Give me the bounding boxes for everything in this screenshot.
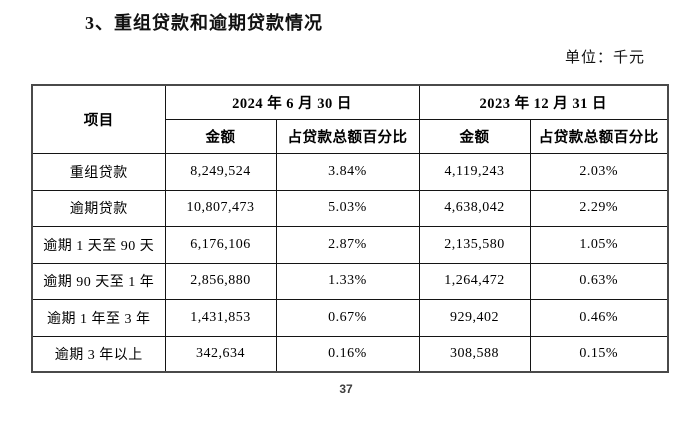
header-period-2023: 2023 年 12 月 31 日	[418, 84, 669, 120]
row-percent-2023: 2.03%	[529, 152, 669, 191]
row-percent-2023: 0.63%	[529, 262, 669, 300]
row-percent-2024: 2.87%	[275, 225, 420, 264]
row-item-label: 逾期 1 年至 3 年	[31, 298, 166, 337]
table-row: 逾期 1 年至 3 年 1,431,853 0.67% 929,402 0.46…	[31, 298, 669, 337]
row-item-label: 重组贷款	[31, 152, 166, 191]
row-percent-2023: 2.29%	[529, 189, 669, 227]
table-header-row-periods: 项目 2024 年 6 月 30 日 2023 年 12 月 31 日	[31, 84, 669, 154]
unit-label: 单位：千元	[564, 50, 645, 66]
loans-table: 项目 2024 年 6 月 30 日 2023 年 12 月 31 日 金额 占…	[31, 84, 669, 373]
table-row: 重组贷款 8,249,524 3.84% 4,119,243 2.03%	[31, 152, 669, 191]
row-item-label: 逾期 1 天至 90 天	[31, 225, 166, 264]
row-amount-2024: 1,431,853	[164, 298, 277, 337]
section-title: 3、重组贷款和逾期贷款情况	[85, 13, 323, 33]
row-percent-2023: 0.46%	[529, 298, 669, 337]
row-percent-2024: 3.84%	[275, 152, 420, 191]
row-percent-2023: 1.05%	[529, 225, 669, 264]
row-amount-2024: 6,176,106	[164, 225, 277, 264]
row-item-label: 逾期 3 年以上	[31, 335, 166, 373]
table-row: 逾期贷款 10,807,473 5.03% 4,638,042 2.29%	[31, 189, 669, 227]
table-header-row-measures: 金额 占贷款总额百分比 金额 占贷款总额百分比	[32, 118, 669, 154]
row-amount-2023: 4,119,243	[418, 152, 531, 191]
row-amount-2024: 2,856,880	[164, 262, 277, 300]
row-amount-2024: 8,249,524	[164, 152, 277, 191]
row-amount-2023: 929,402	[418, 298, 531, 337]
page-number: 37	[339, 382, 353, 396]
header-amount-2024: 金额	[164, 118, 277, 154]
row-amount-2023: 1,264,472	[418, 262, 531, 300]
table-row: 逾期 90 天至 1 年 2,856,880 1.33% 1,264,472 0…	[31, 262, 669, 300]
row-percent-2024: 5.03%	[275, 189, 420, 227]
header-amount-2023: 金额	[418, 118, 531, 154]
header-percent-2024: 占贷款总额百分比	[275, 118, 420, 154]
header-item: 项目	[31, 84, 166, 154]
row-amount-2024: 10,807,473	[164, 189, 277, 227]
header-period-2024: 2024 年 6 月 30 日	[164, 84, 420, 120]
row-item-label: 逾期贷款	[31, 189, 166, 227]
row-percent-2024: 0.16%	[275, 335, 420, 373]
row-percent-2024: 1.33%	[275, 262, 420, 300]
row-percent-2024: 0.67%	[275, 298, 420, 337]
header-percent-2023: 占贷款总额百分比	[529, 118, 669, 154]
table-row: 逾期 1 天至 90 天 6,176,106 2.87% 2,135,580 1…	[31, 225, 669, 264]
table-row: 逾期 3 年以上 342,634 0.16% 308,588 0.15%	[31, 335, 669, 373]
row-amount-2024: 342,634	[164, 335, 277, 373]
row-amount-2023: 2,135,580	[418, 225, 531, 264]
row-percent-2023: 0.15%	[529, 335, 669, 373]
row-amount-2023: 308,588	[418, 335, 531, 373]
row-item-label: 逾期 90 天至 1 年	[31, 262, 166, 300]
row-amount-2023: 4,638,042	[418, 189, 531, 227]
